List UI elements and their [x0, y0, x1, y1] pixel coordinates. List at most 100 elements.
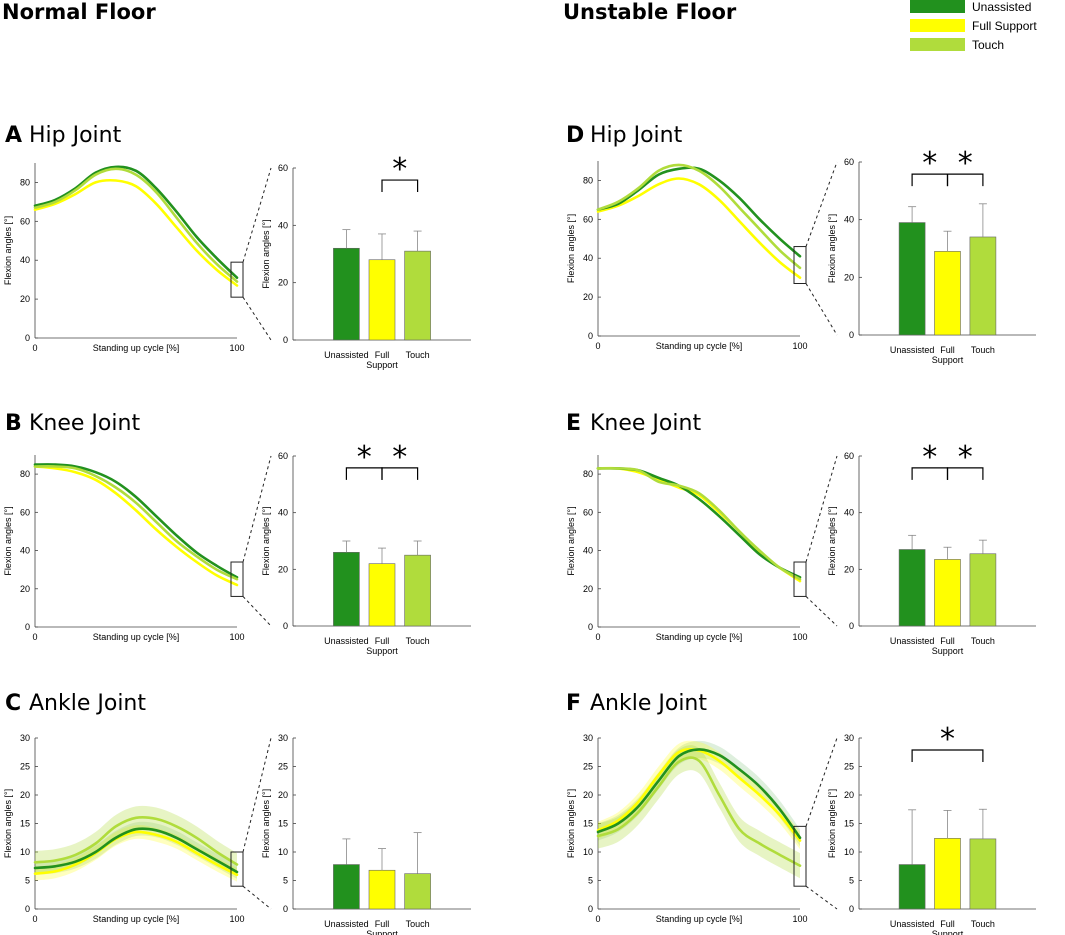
line-x-tick-label: 0 [32, 632, 37, 642]
bar-y-tick-label: 60 [844, 157, 854, 167]
panel-title: Knee Joint [29, 411, 140, 436]
bar-y-axis-label: Flexion angles [°] [827, 214, 837, 283]
line-y-axis-label: Flexion angles [°] [566, 789, 576, 858]
bar-y-tick-label: 40 [844, 215, 854, 225]
legend-swatch-1 [910, 19, 965, 32]
zoom-connector-bottom [242, 596, 272, 627]
bar-y-tick-label: 25 [278, 762, 288, 772]
line-x-axis-label: Standing up cycle [%] [656, 632, 743, 642]
zoom-box [230, 851, 244, 887]
line-y-tick-label: 80 [583, 175, 593, 185]
bar-y-tick-label: 20 [844, 790, 854, 800]
bar-y-tick-label: 0 [283, 335, 288, 345]
bar-y-tick-label: 15 [844, 819, 854, 829]
line-y-tick-label: 40 [20, 546, 30, 556]
line-x-tick-label: 100 [229, 914, 244, 924]
significance-star: * [922, 146, 937, 181]
panel-letter: E [566, 411, 581, 436]
panel-A: A Hip Joint 0 20 40 60 80 0 100 Standing up cycle… [3, 123, 471, 370]
significance-bracket [381, 467, 419, 480]
bar-0 [333, 864, 360, 910]
line-y-tick-label: 20 [20, 294, 30, 304]
zoom-box [793, 561, 807, 597]
bar-y-tick-label: 40 [278, 508, 288, 518]
legend: Unassisted Full Support Touch [910, 0, 1037, 52]
legend-label-0: Unassisted [972, 0, 1031, 14]
zoom-connector-bottom [805, 596, 838, 627]
line-y-tick-label: 10 [20, 847, 30, 857]
significance-star: * [958, 146, 973, 181]
zoom-connector-bottom [805, 283, 838, 336]
panel-letter: B [5, 411, 22, 436]
bar-y-tick-label: 20 [278, 278, 288, 288]
bar-y-tick-label: 5 [283, 876, 288, 886]
bar-category-label-1: Full [375, 350, 390, 360]
series-line-unassisted [596, 748, 802, 840]
series-line-touch [33, 465, 239, 581]
line-y-axis-label: Flexion angles [°] [566, 506, 576, 575]
significance-star: * [958, 440, 973, 475]
bar-2 [404, 250, 431, 341]
bar-y-tick-label: 0 [849, 904, 854, 914]
line-x-tick-label: 0 [595, 914, 600, 924]
line-y-tick-label: 80 [20, 177, 30, 187]
zoom-connector-top [805, 455, 838, 563]
line-y-tick-label: 0 [588, 622, 593, 632]
line-y-tick-label: 0 [588, 331, 593, 341]
legend-swatch-0 [910, 0, 965, 13]
line-y-tick-label: 25 [20, 762, 30, 772]
bar-category-label-2: Touch [406, 350, 430, 360]
line-x-axis-label: Standing up cycle [%] [93, 914, 180, 924]
line-y-axis-label: Flexion angles [°] [3, 789, 13, 858]
line-x-tick-label: 100 [792, 341, 807, 351]
line-y-tick-label: 40 [583, 253, 593, 263]
bar-category-label-2: Touch [406, 636, 430, 646]
line-y-tick-label: 5 [588, 876, 593, 886]
line-y-tick-label: 15 [583, 819, 593, 829]
bar-1 [934, 251, 961, 336]
bar-1 [368, 563, 396, 627]
bar-category-label-2: Touch [971, 636, 995, 646]
panel-letter: A [5, 123, 22, 148]
bar-y-tick-label: 0 [283, 904, 288, 914]
line-y-tick-label: 30 [20, 733, 30, 743]
legend-swatch-2 [910, 38, 965, 51]
line-y-tick-label: 60 [20, 216, 30, 226]
bar-category-label-0: Unassisted [890, 345, 935, 355]
bar-0 [333, 552, 360, 627]
line-y-tick-label: 20 [583, 790, 593, 800]
bar-y-tick-label: 20 [844, 272, 854, 282]
zoom-connector-bottom [242, 885, 272, 910]
line-x-tick-label: 100 [229, 632, 244, 642]
line-y-tick-label: 20 [583, 584, 593, 594]
line-x-axis-label: Standing up cycle [%] [656, 341, 743, 351]
panel-title: Hip Joint [590, 123, 683, 148]
bar-2 [969, 838, 997, 910]
significance-bracket [946, 467, 984, 480]
bar-0 [898, 549, 926, 627]
line-y-tick-label: 5 [25, 876, 30, 886]
zoom-box [230, 561, 244, 597]
bar-0 [898, 864, 926, 910]
series-line-touch [33, 815, 239, 866]
line-y-tick-label: 20 [20, 790, 30, 800]
bar-1 [934, 838, 961, 910]
bar-y-tick-label: 25 [844, 762, 854, 772]
series-line-full-support [596, 177, 802, 279]
series-line-full-support [33, 465, 239, 587]
line-y-axis-label: Flexion angles [°] [3, 506, 13, 575]
bar-y-tick-label: 0 [849, 621, 854, 631]
line-y-tick-label: 40 [583, 546, 593, 556]
bar-category-label-1: Full [375, 919, 390, 929]
bar-y-tick-label: 20 [278, 790, 288, 800]
line-y-tick-label: 0 [25, 622, 30, 632]
significance-bracket [911, 749, 984, 762]
line-x-tick-label: 0 [32, 914, 37, 924]
bar-y-tick-label: 60 [278, 451, 288, 461]
zoom-box [230, 261, 244, 298]
series-line-unassisted [33, 165, 239, 279]
line-y-tick-label: 0 [25, 904, 30, 914]
line-y-tick-label: 60 [583, 507, 593, 517]
